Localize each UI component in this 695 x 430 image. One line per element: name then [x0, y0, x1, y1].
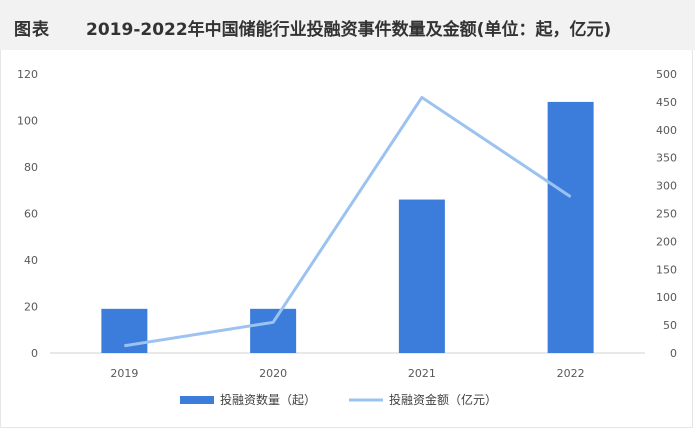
left-tick-label: 60 [24, 208, 38, 221]
left-tick-label: 0 [31, 347, 38, 360]
right-tick-label: 350 [656, 152, 677, 165]
right-tick-label: 450 [656, 96, 677, 109]
legend-bar-swatch [180, 396, 214, 404]
x-axis-ticks: 2019 2020 2021 2022 [110, 367, 584, 380]
left-tick-label: 120 [17, 68, 38, 81]
right-tick-label: 200 [656, 235, 677, 248]
bar-2022 [547, 101, 594, 354]
combo-chart: 0 20 40 60 80 100 120 0 50 100 150 200 250 300 350 400… [17, 68, 677, 407]
left-tick-label: 40 [24, 254, 38, 267]
bar-series [101, 101, 594, 354]
x-tick-label: 2021 [408, 367, 436, 380]
legend-line-label: 投融资金额（亿元） [389, 392, 497, 407]
left-tick-label: 20 [24, 301, 38, 314]
x-tick-label: 2019 [110, 367, 138, 380]
legend: 投融资数量（起） 投融资金额（亿元） [180, 392, 497, 407]
chart-title: 2019-2022年中国储能行业投融资事件数量及金额(单位：起，亿元) [86, 20, 612, 40]
figure-label: 图表 [14, 20, 50, 40]
bar-2019 [101, 308, 148, 353]
right-tick-label: 100 [656, 291, 677, 304]
left-tick-label: 80 [24, 161, 38, 174]
legend-bar-label: 投融资数量（起） [220, 392, 316, 407]
bar-2021 [398, 199, 445, 353]
bar-2020 [250, 308, 297, 353]
right-tick-label: 150 [656, 263, 677, 276]
right-tick-label: 300 [656, 180, 677, 193]
left-axis-ticks: 0 20 40 60 80 100 120 [17, 68, 38, 360]
figure-header: 图表 2019-2022年中国储能行业投融资事件数量及金额(单位：起，亿元) [0, 0, 695, 50]
x-tick-label: 2020 [259, 367, 287, 380]
right-tick-label: 500 [656, 68, 677, 81]
right-tick-label: 0 [670, 347, 677, 360]
right-tick-label: 250 [656, 208, 677, 221]
right-tick-label: 50 [663, 319, 677, 332]
x-tick-label: 2022 [557, 367, 585, 380]
right-tick-label: 400 [656, 124, 677, 137]
right-axis-ticks: 0 50 100 150 200 250 300 350 400 450 500 [656, 68, 677, 360]
left-tick-label: 100 [17, 115, 38, 128]
line-series [124, 95, 572, 348]
